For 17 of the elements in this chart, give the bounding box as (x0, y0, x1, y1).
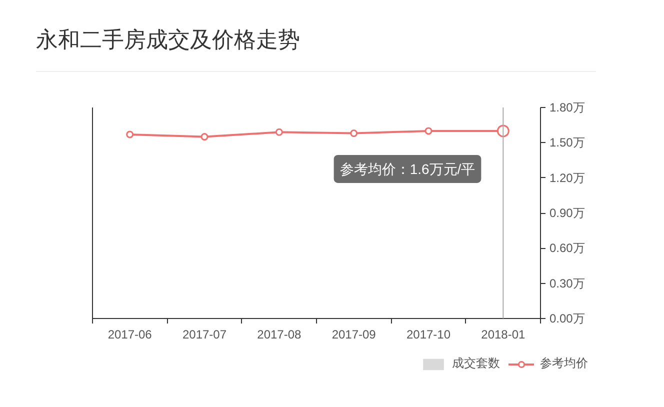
legend-label: 参考均价 (540, 355, 588, 372)
legend-label: 成交套数 (452, 355, 500, 372)
y-tick-label: 1.20万 (550, 170, 585, 185)
x-tick-label: 2017-09 (332, 328, 376, 342)
y-tick-label: 0.90万 (550, 206, 585, 220)
chart-title: 永和二手房成交及价格走势 (36, 26, 300, 54)
y-tick-label: 1.50万 (550, 136, 585, 150)
x-tick-label: 2017-07 (182, 328, 227, 342)
x-tick-label: 2017-08 (257, 328, 302, 342)
y-tick-label: 0.60万 (550, 241, 585, 256)
y-tick-label: 0.30万 (550, 276, 585, 290)
y-tick-label: 1.80万 (550, 100, 585, 114)
x-tick-label: 2017-10 (406, 328, 451, 342)
y-tick-label: 0.00万 (550, 312, 585, 326)
x-tick-label: 2017-06 (108, 328, 152, 342)
x-tick-label: 2018-01 (481, 328, 526, 342)
annotation: 参考均价：1.6万元/平 (340, 160, 476, 177)
